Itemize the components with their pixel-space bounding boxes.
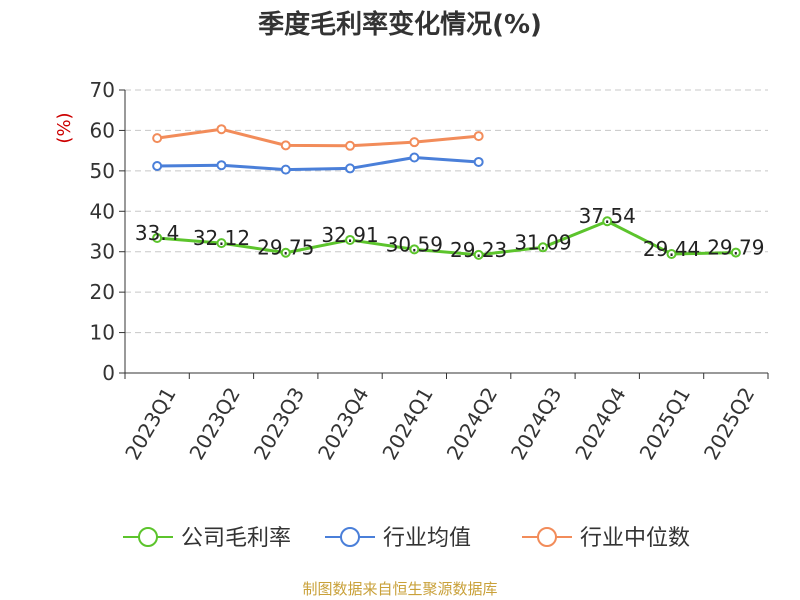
legend-label: 行业均值 — [383, 526, 471, 551]
data-point — [280, 140, 291, 151]
data-point — [280, 247, 291, 258]
data-point — [345, 234, 356, 245]
legend-swatch-marker — [537, 527, 557, 547]
y-tick-label: 20 — [90, 280, 115, 304]
x-tick-label: 2025Q1 — [635, 383, 695, 464]
data-point — [152, 133, 163, 144]
legend-label: 行业中位数 — [580, 526, 690, 551]
x-tick-label: 2023Q1 — [120, 383, 180, 464]
y-axis-label: (%) — [54, 112, 75, 143]
y-tick-label: 50 — [90, 159, 115, 183]
data-point — [473, 156, 484, 167]
data-point — [345, 140, 356, 151]
data-point — [409, 244, 420, 255]
data-point — [730, 247, 741, 258]
x-tick-label: 2024Q3 — [506, 383, 566, 464]
data-point — [216, 124, 227, 135]
data-point — [409, 152, 420, 163]
data-point — [280, 164, 291, 175]
y-tick-label: 30 — [90, 240, 115, 264]
data-label: 32.91 — [321, 223, 378, 247]
data-point — [666, 248, 677, 259]
y-tick-label: 10 — [90, 321, 115, 345]
data-label: 29.44 — [643, 237, 700, 261]
y-tick-label: 70 — [90, 78, 115, 102]
legend-swatch-marker — [138, 527, 158, 547]
y-tick-label: 40 — [90, 199, 115, 223]
data-label: 30.59 — [386, 232, 443, 256]
data-label: 29.23 — [450, 238, 507, 262]
data-point — [537, 242, 548, 253]
data-point — [409, 137, 420, 148]
series-line-0 — [157, 219, 736, 257]
x-tick-label: 2024Q1 — [377, 383, 437, 464]
series-line-2 — [156, 127, 479, 148]
data-label: 29.79 — [707, 236, 764, 260]
chart-title: 季度毛利率变化情况(%) — [258, 10, 542, 40]
legend-label: 公司毛利率 — [181, 526, 291, 551]
data-point — [216, 238, 227, 249]
data-label: 29.75 — [257, 236, 314, 260]
data-label: 32.12 — [193, 226, 250, 250]
data-point — [216, 160, 227, 171]
data-point — [345, 163, 356, 174]
data-label: 31.09 — [514, 230, 571, 254]
data-point — [152, 161, 163, 172]
data-label: 37.54 — [579, 204, 636, 228]
data-point — [602, 216, 613, 227]
x-tick-label: 2025Q2 — [699, 383, 759, 464]
chart-source: 制图数据来自恒生聚源数据库 — [302, 580, 498, 598]
x-tick-label: 2024Q4 — [570, 383, 630, 464]
y-tick-label: 60 — [90, 118, 115, 142]
x-tick-label: 2023Q4 — [313, 383, 373, 464]
x-tick-label: 2023Q3 — [249, 383, 309, 464]
series-line-1 — [157, 156, 479, 172]
y-tick-label: 0 — [102, 361, 115, 385]
data-point — [473, 249, 484, 260]
x-tick-label: 2023Q2 — [184, 383, 244, 464]
x-tick-label: 2024Q2 — [442, 383, 502, 464]
data-point — [473, 131, 484, 142]
data-point — [152, 232, 163, 243]
legend-swatch-marker — [340, 527, 360, 547]
data-label: 33.4 — [135, 221, 180, 245]
